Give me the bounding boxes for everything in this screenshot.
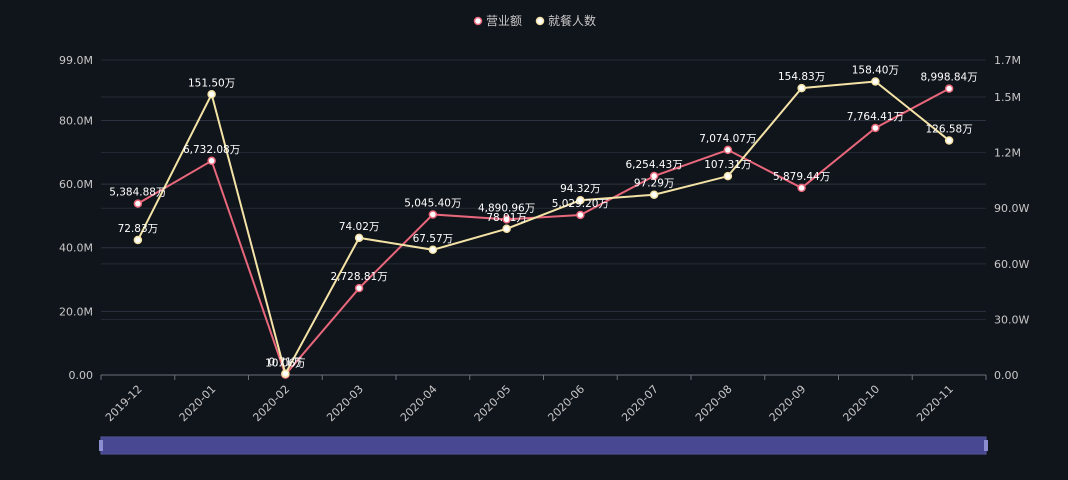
y-left-tick-label: 20.0M <box>59 305 93 318</box>
data-label: 8,998.84万 <box>920 72 977 84</box>
data-point[interactable] <box>797 83 806 93</box>
y-left-tick-label: 40.0M <box>59 242 93 255</box>
x-tick-label: 2020-11 <box>914 383 956 425</box>
data-label: 5,045.40万 <box>404 197 461 209</box>
data-point[interactable] <box>502 215 511 224</box>
data-label: 0.71万 <box>268 357 302 369</box>
x-tick-label: 2020-04 <box>398 383 440 425</box>
data-point[interactable] <box>723 171 733 181</box>
data-label: 74.02万 <box>339 221 380 233</box>
data-label: 6,732.08万 <box>183 144 240 156</box>
datazoom-handle-left[interactable] <box>99 440 103 451</box>
grid-lines <box>101 59 986 320</box>
x-tick-label: 2020-01 <box>177 383 219 425</box>
data-label: 67.57万 <box>413 233 454 245</box>
data-label: 154.83万 <box>778 71 825 83</box>
y-left-tick-label: 80.0M <box>59 114 93 127</box>
y-right-tick-label: 0.00 <box>994 369 1019 382</box>
data-point[interactable] <box>871 77 880 86</box>
data-point[interactable] <box>207 156 216 166</box>
y-right-tick-label: 60.0W <box>994 258 1029 271</box>
data-point[interactable] <box>797 183 806 193</box>
legend-label: 就餐人数 <box>548 13 596 28</box>
series-line <box>137 87 950 377</box>
x-tick-label: 2019-12 <box>103 383 145 425</box>
data-point[interactable] <box>281 369 290 378</box>
y-right-tick-label: 1.5M <box>994 91 1021 104</box>
legend-item[interactable]: 就餐人数 <box>535 13 597 28</box>
y-left-tick-label: 99.0M <box>59 54 93 67</box>
data-point[interactable] <box>354 233 364 243</box>
data-label: 97.29万 <box>634 178 675 190</box>
data-label: 5,029.20万 <box>552 198 609 210</box>
data-label: 94.32万 <box>560 183 601 195</box>
y-right-tick-label: 30.0W <box>994 313 1029 326</box>
legend-label: 营业额 <box>486 14 522 28</box>
data-point[interactable] <box>944 136 954 145</box>
x-tick-label: 2020-07 <box>619 383 661 425</box>
data-labels: 5,384.88万 6,732.08万 10.06万 2,728.81万 5,045.4… <box>109 64 978 369</box>
data-point[interactable] <box>354 283 364 293</box>
data-label: 10.06万 <box>265 358 306 370</box>
data-point[interactable] <box>207 90 216 99</box>
y-right-tick-label: 90.0W <box>994 202 1029 215</box>
data-label: 7,764.41万 <box>847 111 904 123</box>
data-point[interactable] <box>428 245 438 255</box>
legend-marker <box>535 16 545 26</box>
y-right-tick-label: 1.2M <box>994 147 1021 160</box>
data-label: 151.50万 <box>188 77 235 89</box>
data-label: 78.91万 <box>486 212 527 224</box>
legend-item[interactable]: 营业额 <box>473 14 523 28</box>
data-point[interactable] <box>871 123 880 133</box>
x-tick-label: 2020-10 <box>840 383 882 425</box>
x-tick-label: 2020-08 <box>693 383 735 425</box>
data-point[interactable] <box>428 210 438 219</box>
data-point[interactable] <box>502 224 511 234</box>
x-tick-label: 2020-02 <box>250 383 292 425</box>
series-layer <box>133 77 954 379</box>
data-point[interactable] <box>576 210 585 220</box>
data-label: 107.31万 <box>704 159 751 171</box>
data-point[interactable] <box>133 199 143 208</box>
data-label: 126.58万 <box>926 123 973 135</box>
data-point[interactable] <box>723 145 733 155</box>
x-tick-label: 2020-09 <box>767 383 809 425</box>
x-tick-label: 2020-03 <box>324 383 366 425</box>
data-label: 4,890.96万 <box>478 202 535 214</box>
x-tick-label: 2020-05 <box>472 383 514 425</box>
data-point[interactable] <box>133 235 143 245</box>
y-left-tick-label: 0.00 <box>69 369 94 382</box>
legend[interactable]: 营业额 就餐人数 <box>473 13 597 28</box>
data-label: 5,879.44万 <box>773 171 830 183</box>
y-left-tick-label: 60.0M <box>59 178 93 191</box>
datazoom-slider[interactable] <box>99 436 988 455</box>
data-point[interactable] <box>944 84 954 93</box>
x-tick-label: 2020-06 <box>545 383 587 425</box>
data-point[interactable] <box>649 171 659 181</box>
data-label: 6,254.43万 <box>625 159 682 171</box>
datazoom-selection[interactable] <box>102 438 985 453</box>
data-label: 5,384.88万 <box>109 187 166 199</box>
data-label: 158.40万 <box>852 64 899 76</box>
data-label: 7,074.07万 <box>699 133 756 145</box>
data-point[interactable] <box>576 195 585 205</box>
datazoom-handle-right[interactable] <box>984 440 988 451</box>
data-label: 72.83万 <box>118 223 159 235</box>
data-point[interactable] <box>649 190 659 199</box>
legend-marker <box>473 16 483 26</box>
y-right-tick-label: 1.7M <box>994 54 1021 67</box>
data-label: 2,728.81万 <box>330 271 387 283</box>
series-line <box>136 80 950 377</box>
